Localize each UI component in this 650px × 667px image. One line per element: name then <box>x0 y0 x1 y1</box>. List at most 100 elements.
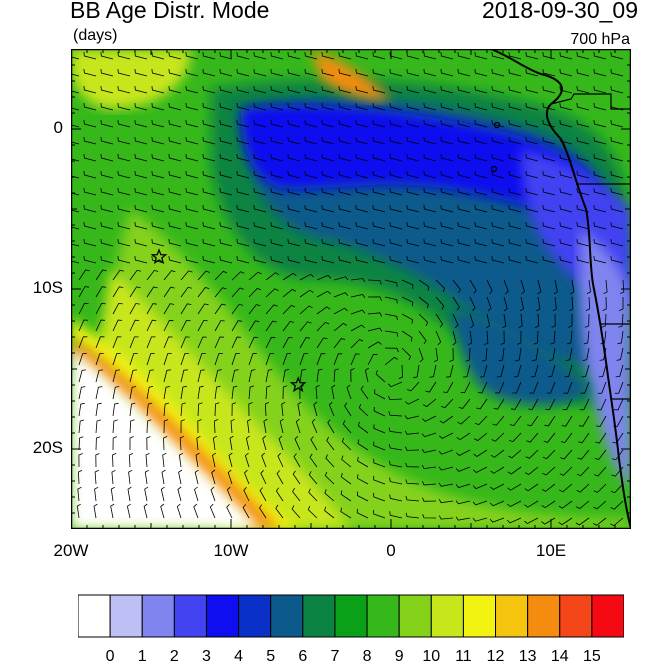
wind-barb <box>440 239 454 247</box>
wind-barb <box>469 279 477 294</box>
wind-barb <box>559 154 573 162</box>
wind-barb <box>160 486 165 502</box>
wind-barb <box>316 337 328 349</box>
wind-barb <box>180 286 193 298</box>
wind-barb <box>338 239 352 247</box>
wind-barb <box>576 466 590 477</box>
wind-barb <box>559 171 573 179</box>
wind-barb <box>341 437 352 451</box>
wind-barb <box>275 487 284 502</box>
wind-barb <box>580 381 590 394</box>
wind-barb <box>513 364 522 378</box>
wind-barb <box>338 120 352 128</box>
wind-barb <box>559 120 573 128</box>
wind-barb <box>219 120 233 128</box>
wind-barb <box>384 356 398 366</box>
wind-barb <box>423 103 437 111</box>
wind-barb <box>570 279 575 295</box>
wind-barb <box>355 205 369 213</box>
wind-barb <box>350 353 360 366</box>
wind-barb <box>338 103 352 111</box>
wind-barb <box>253 188 267 196</box>
wind-barb <box>163 386 170 400</box>
wind-barb <box>576 52 590 60</box>
wind-barb <box>486 296 492 312</box>
coastline <box>490 49 631 529</box>
wind-barb <box>610 69 624 77</box>
wind-barb <box>421 448 437 453</box>
wind-barb <box>134 137 148 145</box>
wind-barb <box>593 239 607 247</box>
wind-barb <box>372 256 386 264</box>
wind-barb <box>490 466 505 474</box>
wind-barb <box>180 319 191 332</box>
wind-barb <box>236 86 250 94</box>
wind-barb <box>569 296 574 312</box>
wind-barb <box>326 436 335 451</box>
wind-barb <box>270 52 284 60</box>
wind-barb <box>593 483 607 493</box>
colorbar-swatch <box>141 594 175 638</box>
wind-barb <box>508 103 522 111</box>
wind-barb <box>226 504 233 519</box>
wind-barb <box>384 313 398 321</box>
wind-barb <box>282 304 296 315</box>
wind-barb <box>340 507 352 519</box>
lat-label: 0 <box>53 118 63 137</box>
wind-barb <box>95 436 101 451</box>
wind-barb <box>525 86 539 94</box>
wind-barb <box>213 419 219 434</box>
wind-barb <box>560 449 573 460</box>
wind-barb <box>356 491 369 502</box>
wind-barb <box>134 222 148 230</box>
wind-barb <box>423 69 437 77</box>
wind-barb <box>194 486 199 502</box>
wind-barb <box>324 471 335 485</box>
wind-barb <box>162 452 167 468</box>
wind-barb <box>95 336 105 349</box>
wind-barb <box>110 503 115 519</box>
wind-barb <box>405 398 420 405</box>
wind-barb <box>552 296 557 312</box>
wind-barb <box>373 509 386 519</box>
wind-barb <box>455 466 471 472</box>
wind-barb <box>71 56 80 60</box>
wind-barb <box>610 205 624 213</box>
wind-barb <box>77 486 82 502</box>
wind-barb <box>491 239 505 247</box>
wind-barb <box>372 205 386 213</box>
wind-barb <box>214 369 222 383</box>
wind-barb <box>71 209 80 213</box>
wind-barb <box>287 171 301 179</box>
wind-barb <box>236 52 250 60</box>
wind-barb <box>214 402 220 417</box>
wind-barb <box>406 171 420 179</box>
wind-barb <box>610 120 624 128</box>
wind-barb <box>259 487 267 502</box>
island-1 <box>493 121 501 129</box>
wind-barb <box>151 188 165 196</box>
wind-barb <box>407 381 420 392</box>
wind-barb <box>282 336 293 349</box>
wind-barb <box>438 515 454 520</box>
wind-barb <box>236 188 250 196</box>
wind-barb <box>474 222 488 230</box>
wind-barb <box>508 154 522 162</box>
wind-barb <box>350 294 366 299</box>
colorbar-swatch <box>109 594 143 638</box>
wind-barb <box>446 364 454 378</box>
colorbar-swatch <box>495 594 529 638</box>
wind-barb <box>112 336 122 349</box>
colorbar-label: 5 <box>266 648 276 665</box>
wind-barb <box>333 322 347 332</box>
wind-barb <box>185 239 199 247</box>
wind-barb <box>553 279 558 295</box>
wind-barb <box>423 222 437 230</box>
wind-barb <box>438 466 454 471</box>
wind-barb <box>610 154 624 162</box>
wind-barb <box>405 512 420 519</box>
wind-barb <box>496 364 505 378</box>
wind-barb <box>117 137 131 145</box>
wind-barb <box>508 69 522 77</box>
colorbar-label: 12 <box>486 648 505 665</box>
